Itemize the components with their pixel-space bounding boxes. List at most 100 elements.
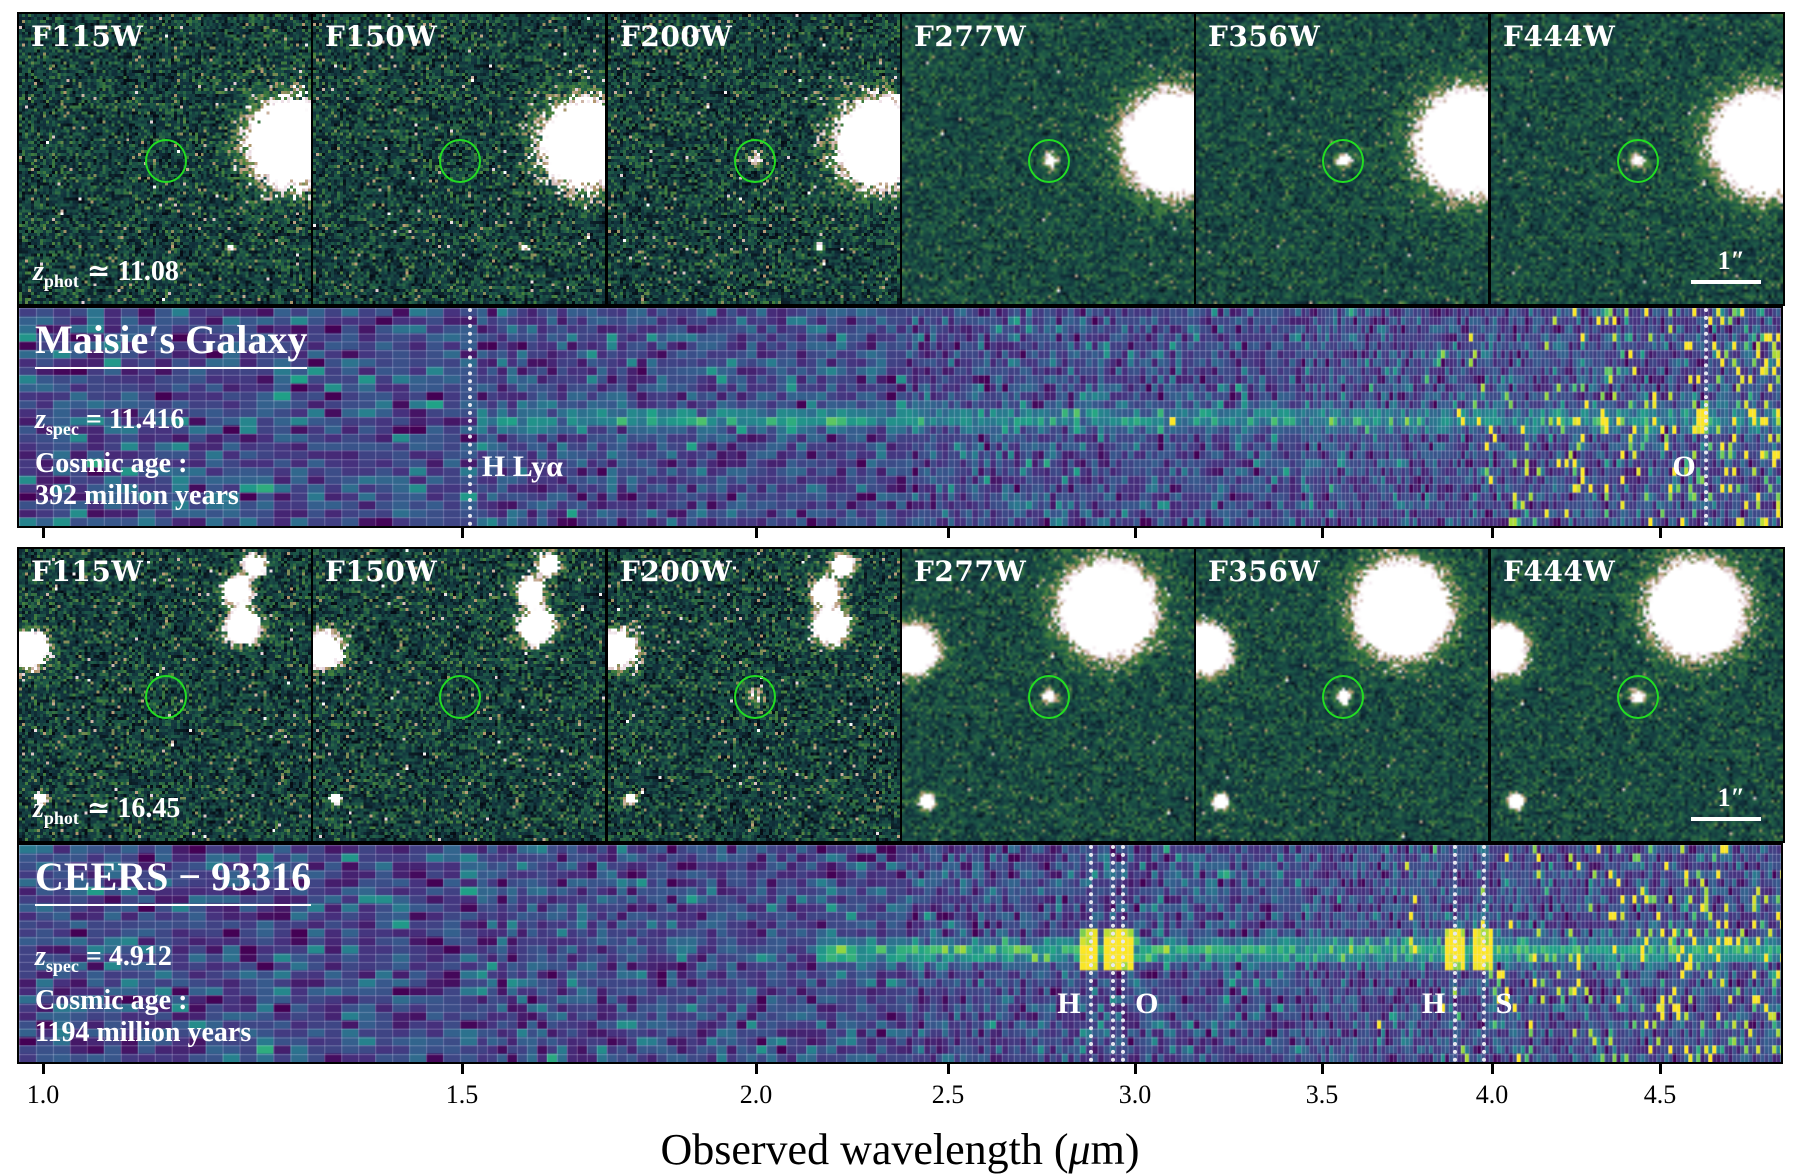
x-tick-mark (754, 1064, 758, 1074)
cosmic-age-value: 1194 million years (35, 1017, 252, 1048)
emission-line-label: S (1495, 987, 1513, 1020)
target-circle-marker (1617, 675, 1660, 719)
emission-line-marker (467, 308, 472, 526)
spectrum-2d-heatmap (19, 845, 1781, 1062)
scale-bar-label: 1″ (1717, 783, 1745, 812)
x-tick-mark (1133, 1064, 1137, 1074)
image-tile-f115w: F115W zphot ≃ 16.45 (17, 547, 313, 843)
x-tick-mark (1490, 528, 1494, 538)
z-symbol: z (35, 941, 46, 972)
x-tick-label: 1.5 (445, 1080, 479, 1109)
target-circle-marker (1322, 139, 1365, 183)
galaxy-name: Maisie′s Galaxy (35, 316, 308, 369)
z-subscript: phot (43, 271, 79, 291)
filter-label: F356W (1208, 20, 1321, 53)
x-tick-mark (1658, 1064, 1662, 1074)
image-tile-f150w: F150W (311, 12, 607, 306)
x-tick-mark (1133, 528, 1137, 538)
x-axis-label-mu: μ (1068, 1125, 1091, 1174)
filter-label: F150W (325, 555, 438, 588)
filter-label: F115W (31, 20, 144, 53)
image-tile-f277w: F277W (900, 547, 1196, 843)
cosmic-age-label: Cosmic age : (35, 985, 188, 1016)
image-tile-f356w: F356W (1194, 547, 1490, 843)
target-circle-marker (145, 139, 188, 183)
image-tile-f115w: F115W zphot ≃ 11.08 (17, 12, 313, 306)
filter-label: F444W (1503, 20, 1616, 53)
target-circle-marker (145, 675, 188, 719)
z-spec-value: = 4.912 (85, 941, 172, 972)
image-tile-f444w: F444W 1″ (1489, 12, 1785, 306)
emission-line-label: H (1421, 987, 1446, 1020)
spectroscopic-redshift: zspec = 11.416 (35, 404, 184, 440)
scale-bar (1691, 817, 1761, 821)
emission-line-label: H (1057, 987, 1081, 1020)
z-symbol: z (35, 404, 46, 435)
emission-line-marker (1088, 845, 1093, 1062)
x-tick-mark (1320, 528, 1324, 538)
z-spec-value: = 11.416 (85, 404, 185, 435)
emission-line-marker (1121, 845, 1126, 1062)
x-axis-label: Observed wavelength (μm) (0, 1124, 1800, 1175)
spectrum-panel-ceers-93316: CEERS − 93316 zspec = 4.912 Cosmic age :… (17, 843, 1783, 1064)
emission-line-marker (1703, 308, 1708, 526)
cosmic-age-label: Cosmic age : (35, 448, 188, 479)
cosmic-age: Cosmic age : 1194 million years (35, 985, 251, 1049)
target-circle-marker (439, 139, 482, 183)
photometric-redshift: zphot ≃ 16.45 (33, 791, 180, 829)
emission-line-marker (1453, 845, 1458, 1062)
emission-line-marker (1481, 845, 1486, 1062)
z-subscript: spec (45, 955, 79, 976)
x-tick-mark (1320, 1064, 1324, 1074)
emission-line-label: H Lyα (481, 450, 563, 483)
image-tile-f200w: F200W (606, 547, 902, 843)
filter-label: F150W (325, 20, 438, 53)
filter-label: F277W (914, 20, 1027, 53)
spectrum-panel-maisies-galaxy: Maisie′s Galaxy zspec = 11.416 Cosmic ag… (17, 306, 1783, 528)
z-symbol: z (33, 256, 44, 288)
target-circle-marker (1322, 675, 1365, 719)
target-circle-marker (1028, 139, 1071, 183)
filter-label: F200W (620, 20, 733, 53)
x-tick-mark (946, 528, 950, 538)
galaxy-name: CEERS − 93316 (35, 853, 312, 906)
filter-label: F356W (1208, 555, 1321, 588)
image-tile-f200w: F200W (606, 12, 902, 306)
image-tile-f356w: F356W (1194, 12, 1490, 306)
image-tile-f444w: F444W 1″ (1489, 547, 1785, 843)
z-phot-value: ≃ 16.45 (86, 793, 181, 825)
z-phot-value: ≃ 11.08 (86, 256, 179, 288)
target-circle-marker (439, 675, 482, 719)
filter-label: F277W (914, 555, 1027, 588)
x-tick-label: 4.0 (1475, 1080, 1509, 1109)
x-tick-mark (41, 528, 45, 538)
z-subscript: phot (43, 808, 79, 828)
x-tick-label: 3.0 (1118, 1080, 1152, 1109)
photometric-redshift: zphot ≃ 11.08 (33, 254, 179, 292)
scale-bar-label: 1″ (1717, 246, 1745, 275)
x-tick-mark (754, 528, 758, 538)
x-tick-mark (946, 1064, 950, 1074)
image-tile-f277w: F277W (900, 12, 1196, 306)
x-tick-mark (1490, 1064, 1494, 1074)
emission-line-label: O (1135, 987, 1159, 1020)
filter-label: F200W (620, 555, 733, 588)
z-symbol: z (33, 793, 44, 825)
x-axis-label-text: Observed wavelength ( (660, 1125, 1069, 1174)
x-tick-mark (460, 528, 464, 538)
emission-line-label: O (1672, 450, 1696, 483)
scale-bar (1691, 280, 1761, 284)
x-tick-label: 4.5 (1643, 1080, 1677, 1109)
x-tick-mark (1658, 528, 1662, 538)
x-tick-mark (41, 1064, 45, 1074)
filter-label: F115W (31, 555, 144, 588)
x-tick-mark (460, 1064, 464, 1074)
spectrum-2d-heatmap (19, 308, 1781, 526)
x-axis-label-unit: m) (1090, 1125, 1140, 1174)
emission-line-marker (1110, 845, 1115, 1062)
target-circle-marker (734, 139, 777, 183)
x-tick-label: 2.5 (931, 1080, 965, 1109)
x-tick-label: 1.0 (26, 1080, 60, 1109)
target-circle-marker (1028, 675, 1071, 719)
cosmic-age-value: 392 million years (35, 480, 239, 511)
